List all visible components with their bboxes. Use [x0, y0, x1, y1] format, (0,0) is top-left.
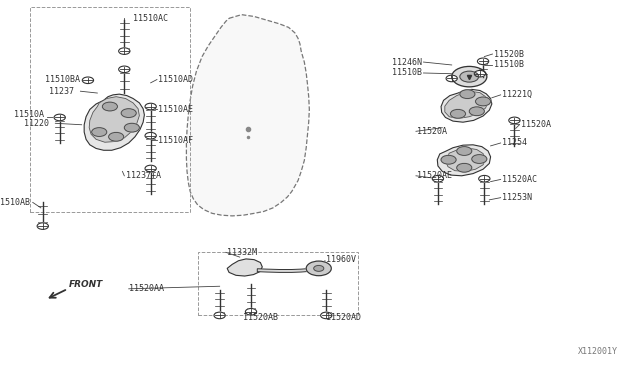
Circle shape — [145, 103, 156, 110]
Circle shape — [452, 67, 487, 87]
Polygon shape — [437, 145, 491, 176]
Polygon shape — [257, 267, 319, 272]
Circle shape — [479, 176, 490, 182]
Text: 11332M: 11332M — [227, 248, 257, 257]
Polygon shape — [84, 94, 145, 150]
Circle shape — [460, 90, 475, 99]
Text: 11510A: 11510A — [14, 110, 44, 119]
Text: 11510AD: 11510AD — [158, 75, 193, 84]
Circle shape — [314, 266, 324, 271]
Text: 11510BA: 11510BA — [45, 75, 81, 84]
Text: 11520AA: 11520AA — [129, 284, 164, 293]
Text: 11510AB: 11510AB — [0, 198, 30, 207]
Polygon shape — [441, 89, 492, 122]
Text: 11237: 11237 — [49, 87, 74, 96]
Text: 11520A: 11520A — [521, 120, 550, 129]
Circle shape — [457, 163, 472, 172]
Circle shape — [145, 132, 156, 139]
Circle shape — [451, 109, 465, 118]
Circle shape — [457, 147, 472, 155]
Circle shape — [306, 261, 332, 276]
Polygon shape — [445, 148, 486, 171]
Text: 11520A: 11520A — [417, 127, 447, 136]
Circle shape — [245, 308, 257, 315]
Circle shape — [145, 165, 156, 172]
Circle shape — [109, 132, 124, 141]
Text: 11253N: 11253N — [502, 193, 532, 202]
Circle shape — [441, 155, 456, 164]
Text: 11520AE: 11520AE — [417, 171, 452, 180]
Text: 11520B: 11520B — [494, 49, 524, 58]
Text: 11520AC: 11520AC — [502, 175, 537, 184]
Circle shape — [121, 109, 136, 118]
Text: 11520AD: 11520AD — [326, 314, 361, 323]
Circle shape — [118, 66, 130, 73]
Circle shape — [321, 312, 332, 319]
Polygon shape — [227, 259, 262, 276]
Text: 11510AF: 11510AF — [158, 136, 193, 145]
Text: 11237+A: 11237+A — [125, 171, 161, 180]
Text: 11510AE: 11510AE — [158, 105, 193, 114]
Circle shape — [509, 117, 520, 124]
Text: 11220: 11220 — [24, 119, 49, 128]
Circle shape — [476, 97, 491, 106]
Circle shape — [214, 312, 225, 319]
Text: 11246N: 11246N — [392, 58, 422, 67]
Text: 11510B: 11510B — [392, 68, 422, 77]
Circle shape — [102, 102, 117, 111]
Circle shape — [92, 128, 107, 137]
Circle shape — [432, 176, 444, 182]
Circle shape — [124, 123, 140, 132]
Circle shape — [460, 71, 479, 82]
Text: X112001Y: X112001Y — [578, 347, 618, 356]
Circle shape — [54, 114, 65, 121]
Circle shape — [83, 77, 93, 84]
Circle shape — [37, 223, 49, 230]
Text: 11510AC: 11510AC — [133, 14, 168, 23]
Circle shape — [118, 48, 130, 54]
Polygon shape — [445, 92, 488, 119]
Circle shape — [446, 75, 458, 82]
Text: 11254: 11254 — [502, 138, 527, 147]
Circle shape — [469, 107, 484, 116]
Circle shape — [477, 58, 489, 65]
Polygon shape — [89, 97, 140, 142]
Text: 11960V: 11960V — [326, 255, 356, 264]
Text: 11221Q: 11221Q — [502, 90, 532, 99]
Text: FRONT: FRONT — [69, 280, 104, 289]
Circle shape — [474, 70, 486, 77]
Text: 11510B: 11510B — [494, 61, 524, 70]
Polygon shape — [186, 15, 309, 216]
Text: 11520AB: 11520AB — [243, 314, 278, 323]
Circle shape — [472, 155, 487, 163]
